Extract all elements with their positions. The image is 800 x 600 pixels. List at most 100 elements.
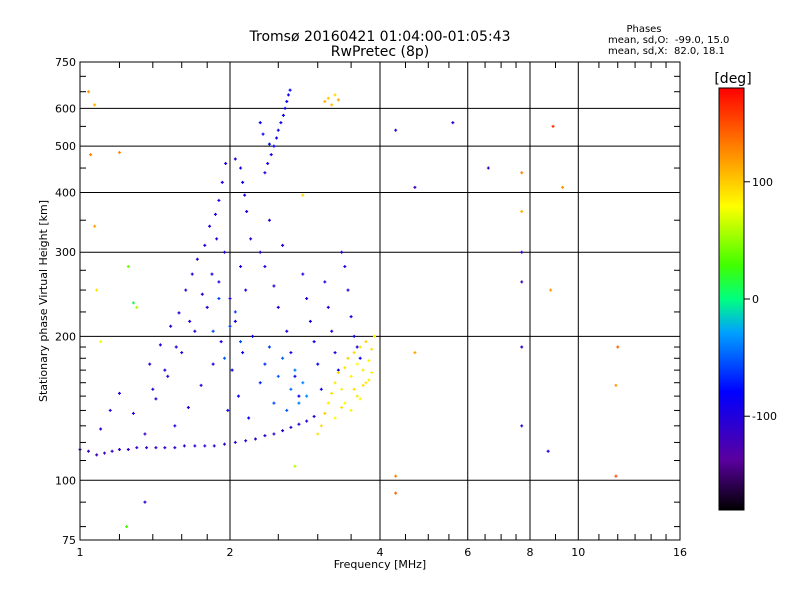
data-point [293,374,297,378]
data-point [205,305,209,309]
data-point [293,368,297,372]
data-point [364,340,368,344]
data-point [343,401,347,405]
data-point [126,265,130,269]
data-point [349,408,353,412]
data-point [305,297,309,301]
data-point [258,381,262,385]
data-point [285,329,289,333]
data-point [336,98,340,102]
data-point [281,356,285,360]
data-point [245,210,249,214]
data-point [143,500,147,504]
data-point [220,180,224,184]
y-tick-label: 500 [55,140,76,153]
data-point [267,218,271,222]
data-point [215,237,219,241]
data-point [89,153,93,157]
data-point [297,394,301,398]
axis-ticks: 1 2 4 8 16 6 10 75 100 200 300 400 500 600 750 [55,56,687,559]
data-point [333,93,337,97]
data-point [549,288,553,292]
data-point [203,243,207,247]
data-point [226,408,230,412]
data-point [203,444,207,448]
data-point [301,272,305,276]
data-point [394,128,398,132]
data-point [95,288,99,292]
data-point [193,329,197,333]
data-point [135,305,139,309]
data-point [330,329,334,333]
data-points [78,88,620,529]
data-point [239,166,243,170]
data-point [285,100,289,104]
data-point [239,265,243,269]
data-point [352,334,356,338]
data-point [283,106,287,110]
data-point [373,334,377,338]
data-point [352,351,356,355]
data-point [355,394,359,398]
x-tick-label: 1 [77,546,84,559]
data-point [228,297,232,301]
data-point [301,193,305,197]
data-point [131,301,135,305]
data-point [614,383,618,387]
data-point [289,387,293,391]
data-point [239,340,243,344]
data-point [272,144,276,148]
data-point [289,351,293,355]
data-point [151,387,155,391]
data-point [154,397,158,401]
x-axis-label: Frequency [MHz] [334,558,426,571]
data-point [173,424,177,428]
data-point [616,345,620,349]
data-point [251,334,255,338]
data-point [276,128,280,132]
data-point [520,250,524,254]
data-point [241,180,245,184]
data-point [297,422,301,426]
data-point [145,446,149,450]
data-point [272,284,276,288]
x-tick-label: 8 [527,546,534,559]
data-point [614,474,618,478]
data-point [349,315,353,319]
data-point [276,305,280,309]
data-point [358,397,362,401]
data-point [305,394,309,398]
data-point [228,324,232,328]
data-point [217,198,221,202]
data-point [323,100,327,104]
stats-line-o: mean, sd,O: -99.0, 15.0 [608,35,729,46]
data-point [93,103,97,107]
data-point [361,383,365,387]
data-point [233,310,237,314]
data-point [340,250,344,254]
data-point [93,224,97,228]
data-point [355,362,359,366]
data-point [163,368,167,372]
data-point [330,103,334,107]
data-point [323,411,327,415]
y-tick-label: 750 [55,56,76,69]
data-point [520,280,524,284]
data-point [272,432,276,436]
data-point [224,161,228,165]
colorbar-tick-label: 100 [752,176,773,189]
data-point [126,447,130,451]
colorbar-label: [deg] [714,71,751,87]
stats-heading: Phases [626,24,661,35]
data-point [212,444,216,448]
data-point [258,250,262,254]
data-point [199,383,203,387]
data-point [352,387,356,391]
data-point [263,265,267,269]
data-point [230,368,234,372]
data-point [486,166,490,170]
data-point [293,464,297,468]
data-point [223,442,227,446]
data-point [108,408,112,412]
data-point [99,340,103,344]
